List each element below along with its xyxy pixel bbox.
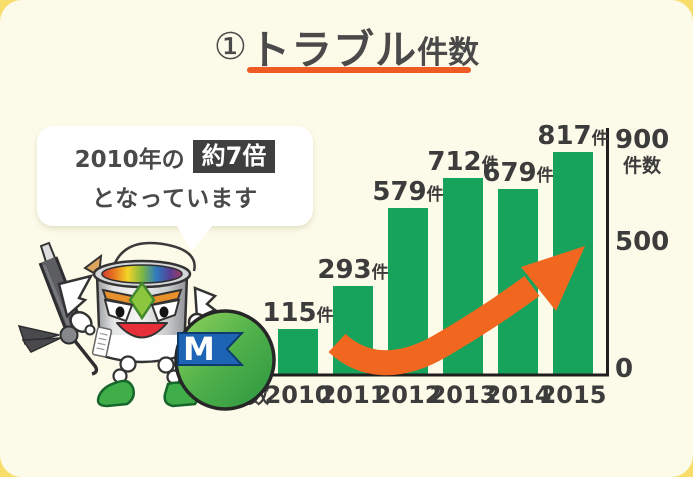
mascot-left-hand [69, 311, 96, 336]
bubble-highlight-text: 約7倍 [192, 139, 276, 174]
speech-bubble: 2010年の 約7倍 となっています [37, 126, 313, 226]
title-suffix-text: 件数 [417, 34, 480, 71]
shield-letter: M [183, 330, 215, 368]
title-number-icon: ① [213, 24, 248, 68]
mascot-illustration: M [17, 241, 276, 411]
caulk-gun-icon [17, 241, 99, 376]
trend-arrow-head [521, 246, 585, 311]
y-tick-0: 0 [615, 354, 633, 384]
can-handle-wire [111, 241, 196, 272]
x-tick-2013: 2013 [430, 381, 497, 409]
x-tick-2010: 2010 [265, 381, 332, 409]
mascot-left-wing [57, 274, 94, 319]
x-tick-2012: 2012 [375, 381, 442, 409]
trend-arrow-shaft [328, 275, 540, 376]
shield-emblem: M [174, 309, 276, 411]
chart-labels-layer: 115件 2010 293件 2011 579件 2012 712件 2013 679件 2014… [227, 121, 669, 409]
y-tick-900: 900 [615, 125, 669, 155]
bar-value-label-2013: 712件 [427, 147, 498, 177]
shield-flag-icon [177, 332, 245, 366]
mascot-face [101, 280, 183, 339]
x-tick-2015: 2015 [540, 381, 607, 409]
speech-bubble-line1: 2010年の 約7倍 [74, 139, 276, 174]
title-main-text: トラブル [249, 26, 418, 74]
bar-value-label-2010: 115件 [262, 298, 333, 328]
mascot-mouth [116, 322, 168, 339]
forehead-gem-icon [128, 280, 156, 321]
bar-chart: 115件 2010 293件 2011 579件 2012 712件 2013 679件 2014… [227, 121, 669, 409]
bar-2010 [278, 329, 318, 375]
bubble-prefix-text: 2010年の [74, 146, 185, 173]
bar-value-label-2014: 679件 [482, 158, 553, 188]
mascot-tag [91, 326, 113, 358]
title-underline [246, 67, 471, 73]
x-tick-2014: 2014 [485, 381, 552, 409]
y-tick-500: 500 [615, 227, 669, 257]
rainbow-paint-icon [101, 264, 183, 284]
page-title: ① トラブル 件数 [0, 16, 693, 76]
speech-bubble-line2: となっています [91, 185, 259, 212]
bar-value-label-2012: 579件 [372, 177, 443, 207]
bar-value-label-2015: 817件 [537, 121, 608, 151]
y-axis-unit-label: 件数 [623, 154, 662, 177]
bar-value-label-2011: 293件 [317, 255, 388, 285]
x-tick-2011: 2011 [320, 381, 387, 409]
